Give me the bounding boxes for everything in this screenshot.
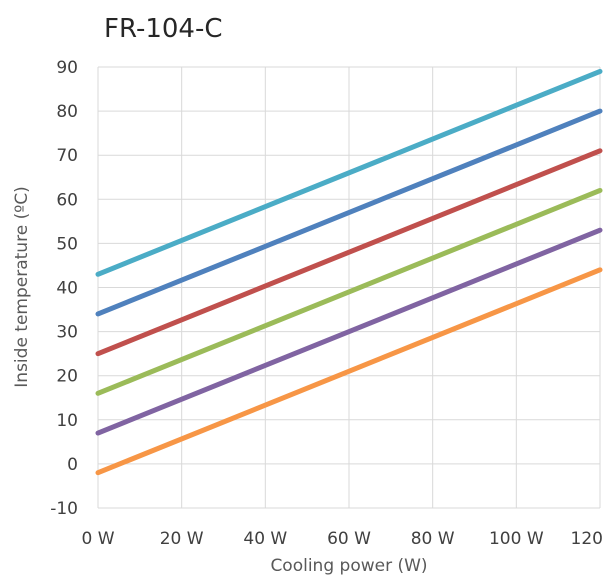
- series-lines: [95, 68, 603, 476]
- series-line-1: [95, 267, 603, 476]
- x-tick-label: 60 W: [327, 529, 371, 549]
- y-tick-label: 40: [56, 279, 78, 299]
- x-tick-label: 100 W: [489, 529, 544, 549]
- x-tick-label: 20 W: [160, 529, 204, 549]
- y-tick-label: 10: [56, 411, 78, 431]
- series-line-5: [95, 108, 603, 317]
- x-tick-label: 40 W: [243, 529, 287, 549]
- series-line-2: [95, 227, 603, 436]
- y-axis-label: Inside temperature (ºC): [12, 186, 32, 387]
- y-tick-label: 60: [56, 190, 78, 210]
- x-axis-label: Cooling power (W): [270, 556, 427, 576]
- x-axis-tick-labels: 0 W 20 W 40 W 60 W 80 W 100 W 120: [81, 529, 603, 549]
- y-axis-tick-labels: -10 0 10 20 30 40 50 60 70 80 90: [50, 58, 78, 519]
- y-tick-label: 70: [56, 146, 78, 166]
- y-tick-label: 80: [56, 102, 78, 122]
- x-tick-label: 120: [571, 529, 603, 549]
- chart-title: FR-104-C: [104, 14, 223, 44]
- series-line-4: [95, 148, 603, 357]
- y-tick-label: 0: [67, 455, 78, 475]
- x-tick-label: 80 W: [411, 529, 455, 549]
- y-tick-label: 50: [56, 234, 78, 254]
- horizontal-gridlines: [98, 66, 600, 509]
- y-tick-label: 30: [56, 323, 78, 343]
- y-tick-label: 20: [56, 367, 78, 387]
- x-tick-label: 0 W: [81, 529, 114, 549]
- y-tick-label: -10: [50, 499, 78, 519]
- series-line-3: [95, 187, 603, 396]
- series-line-6: [95, 68, 603, 277]
- y-tick-label: 90: [56, 58, 78, 78]
